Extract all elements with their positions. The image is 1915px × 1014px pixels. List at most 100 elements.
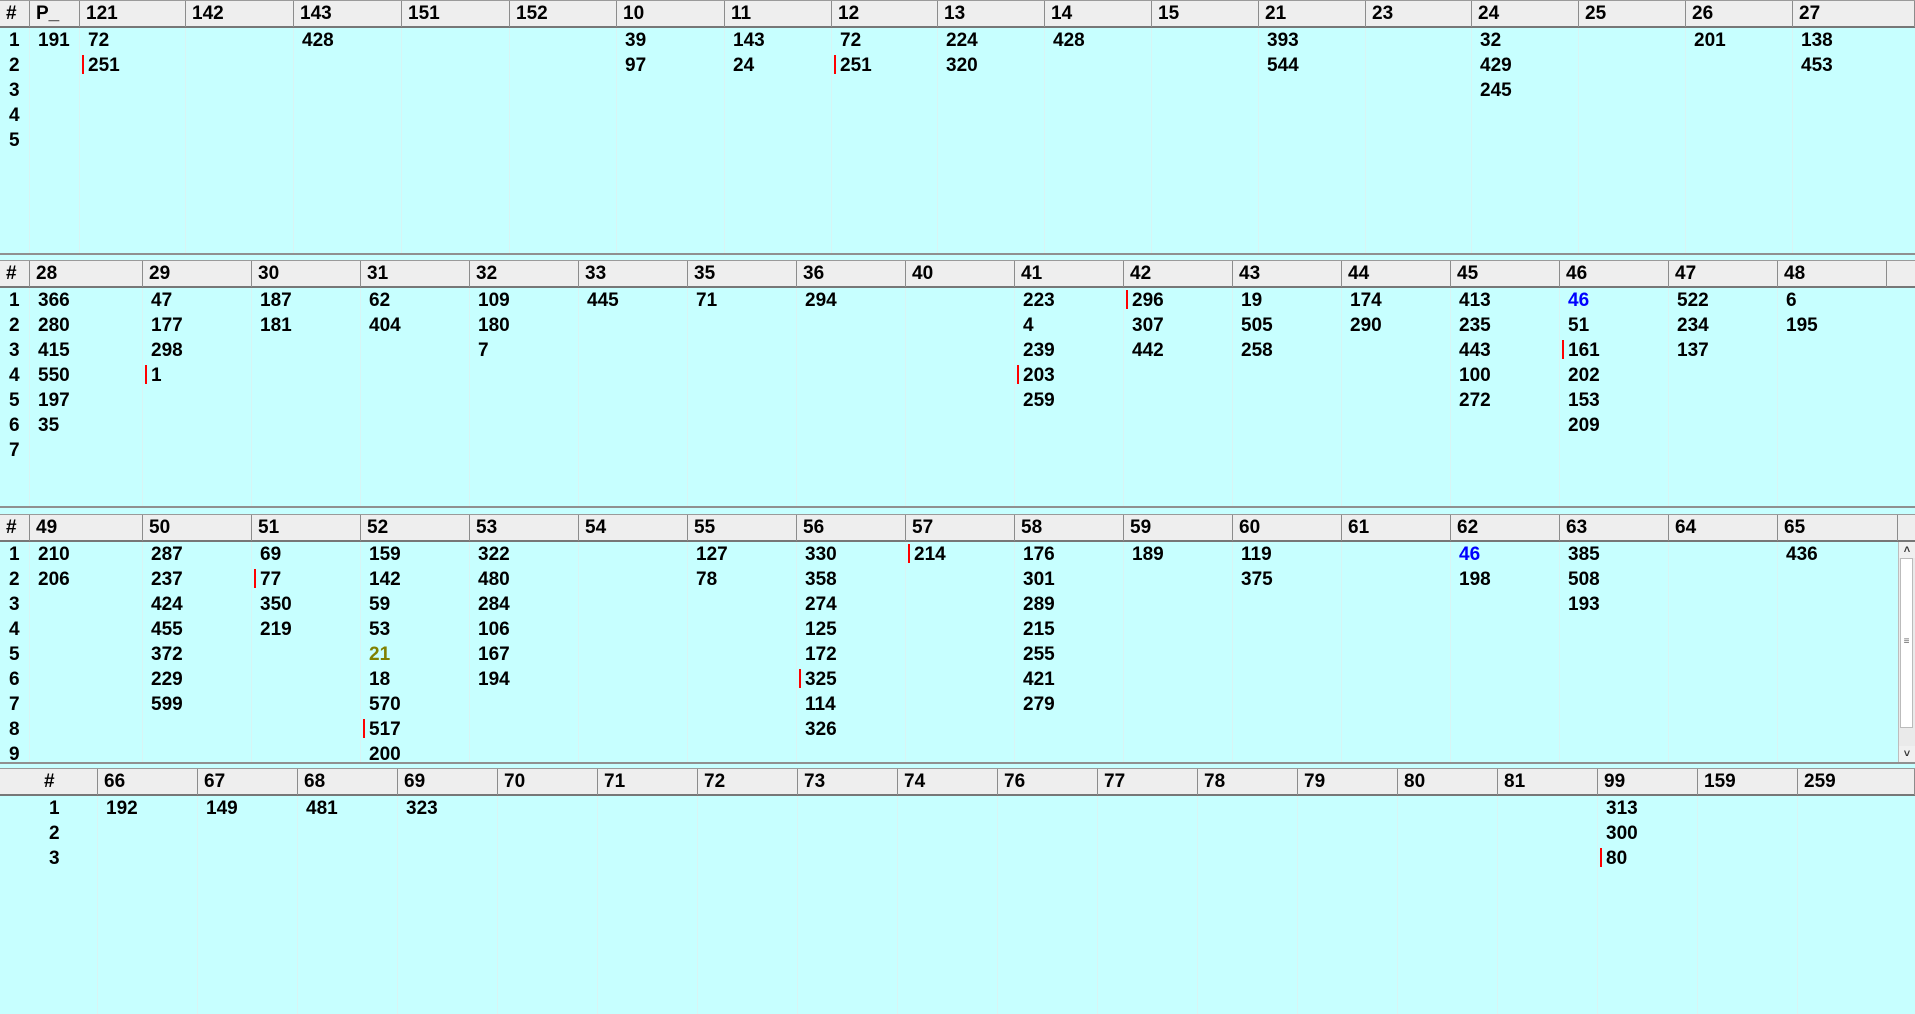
cell-value[interactable]: 239	[1023, 338, 1055, 363]
cell-value[interactable]: 313	[1606, 796, 1638, 821]
column-header[interactable]: 14	[1045, 1, 1152, 27]
cell-value[interactable]: 326	[805, 717, 837, 742]
cell-value[interactable]: 301	[1023, 567, 1055, 592]
cell-value[interactable]: 385	[1568, 542, 1600, 567]
cell-value[interactable]: 192	[106, 796, 138, 821]
cell-value[interactable]: 51	[1568, 313, 1589, 338]
cell-value[interactable]: 18	[369, 667, 390, 692]
cell-value[interactable]: 202	[1568, 363, 1600, 388]
cell-value-marked[interactable]: 517	[363, 717, 401, 742]
cell-value[interactable]: 480	[478, 567, 510, 592]
column-header[interactable]: 40	[906, 261, 1015, 287]
column-header[interactable]: 77	[1098, 769, 1198, 795]
cell-value[interactable]: 176	[1023, 542, 1055, 567]
cell-value[interactable]: 350	[260, 592, 292, 617]
cell-value[interactable]: 544	[1267, 53, 1299, 78]
vertical-scrollbar[interactable]: ˄ ≡ ˅	[1898, 542, 1915, 762]
cell-value[interactable]: 125	[805, 617, 837, 642]
cell-value[interactable]: 455	[151, 617, 183, 642]
cell-value[interactable]: 289	[1023, 592, 1055, 617]
column-header[interactable]: 99	[1598, 769, 1698, 795]
cell-value[interactable]: 197	[38, 388, 70, 413]
cell-value[interactable]: 294	[805, 288, 837, 313]
cell-value[interactable]: 172	[805, 642, 837, 667]
column-header[interactable]: 52	[361, 515, 470, 541]
cell-value[interactable]: 100	[1459, 363, 1491, 388]
column-header[interactable]: 65	[1778, 515, 1898, 541]
cell-value[interactable]: 300	[1606, 821, 1638, 846]
cell-value[interactable]: 209	[1568, 413, 1600, 438]
cell-value[interactable]: 191	[38, 28, 70, 53]
cell-value[interactable]: 219	[260, 617, 292, 642]
column-header[interactable]: 73	[798, 769, 898, 795]
column-header[interactable]: 81	[1498, 769, 1598, 795]
cell-value[interactable]: 198	[1459, 567, 1491, 592]
cell-value[interactable]: 72	[840, 28, 861, 53]
cell-value[interactable]: 307	[1132, 313, 1164, 338]
cell-value[interactable]: 71	[696, 288, 717, 313]
column-header[interactable]: 58	[1015, 515, 1124, 541]
cell-value[interactable]: 279	[1023, 692, 1055, 717]
cell-value[interactable]: 322	[478, 542, 510, 567]
scroll-up-arrow-icon[interactable]: ˄	[1899, 542, 1915, 558]
column-header[interactable]: 80	[1398, 769, 1498, 795]
cell-value[interactable]: 153	[1568, 388, 1600, 413]
column-header[interactable]: 55	[688, 515, 797, 541]
cell-value[interactable]: 224	[946, 28, 978, 53]
cell-value-marked[interactable]: 296	[1126, 288, 1164, 313]
cell-value[interactable]: 149	[206, 796, 238, 821]
cell-value[interactable]: 421	[1023, 667, 1055, 692]
column-header[interactable]: 59	[1124, 515, 1233, 541]
cell-value[interactable]: 424	[151, 592, 183, 617]
cell-value[interactable]: 372	[151, 642, 183, 667]
column-header[interactable]: 30	[252, 261, 361, 287]
column-header[interactable]: 45	[1451, 261, 1560, 287]
cell-value[interactable]: 522	[1677, 288, 1709, 313]
cell-value-marked[interactable]: 325	[799, 667, 837, 692]
cell-value[interactable]: 393	[1267, 28, 1299, 53]
column-header[interactable]: 26	[1686, 1, 1793, 27]
cell-value[interactable]: 137	[1677, 338, 1709, 363]
cell-value-marked[interactable]: 251	[834, 53, 872, 78]
cell-value[interactable]: 320	[946, 53, 978, 78]
cell-value[interactable]: 223	[1023, 288, 1055, 313]
column-header[interactable]: 36	[797, 261, 906, 287]
cell-value[interactable]: 24	[733, 53, 754, 78]
column-header[interactable]: 11	[725, 1, 832, 27]
cell-value[interactable]: 138	[1801, 28, 1833, 53]
cell-value[interactable]: 46	[1459, 542, 1480, 567]
cell-value[interactable]: 106	[478, 617, 510, 642]
row-number-header[interactable]: #	[0, 515, 30, 541]
cell-value-marked[interactable]: 251	[82, 53, 120, 78]
cell-value[interactable]: 445	[587, 288, 619, 313]
column-header[interactable]: 42	[1124, 261, 1233, 287]
cell-value[interactable]: 127	[696, 542, 728, 567]
cell-value[interactable]: 508	[1568, 567, 1600, 592]
column-header[interactable]: 29	[143, 261, 252, 287]
cell-value[interactable]: 35	[38, 413, 59, 438]
column-header[interactable]: 43	[1233, 261, 1342, 287]
cell-value[interactable]: 229	[151, 667, 183, 692]
column-header[interactable]: 152	[510, 1, 617, 27]
column-header[interactable]: 69	[398, 769, 498, 795]
column-header[interactable]: 13	[938, 1, 1045, 27]
column-header[interactable]: 15	[1152, 1, 1259, 27]
cell-value[interactable]: 78	[696, 567, 717, 592]
cell-value[interactable]: 46	[1568, 288, 1589, 313]
column-header[interactable]: 76	[998, 769, 1098, 795]
cell-value[interactable]: 72	[88, 28, 109, 53]
column-header[interactable]: 41	[1015, 261, 1124, 287]
cell-value[interactable]: 255	[1023, 642, 1055, 667]
cell-value[interactable]: 287	[151, 542, 183, 567]
column-header[interactable]: 54	[579, 515, 688, 541]
column-header[interactable]: 50	[143, 515, 252, 541]
column-header[interactable]: 53	[470, 515, 579, 541]
cell-value[interactable]: 189	[1132, 542, 1164, 567]
cell-value[interactable]: 258	[1241, 338, 1273, 363]
column-header[interactable]: 35	[688, 261, 797, 287]
cell-value[interactable]: 200	[369, 742, 401, 762]
cell-value[interactable]: 7	[478, 338, 489, 363]
column-header[interactable]: 25	[1579, 1, 1686, 27]
column-header[interactable]: 28	[30, 261, 143, 287]
column-header[interactable]: 142	[186, 1, 294, 27]
